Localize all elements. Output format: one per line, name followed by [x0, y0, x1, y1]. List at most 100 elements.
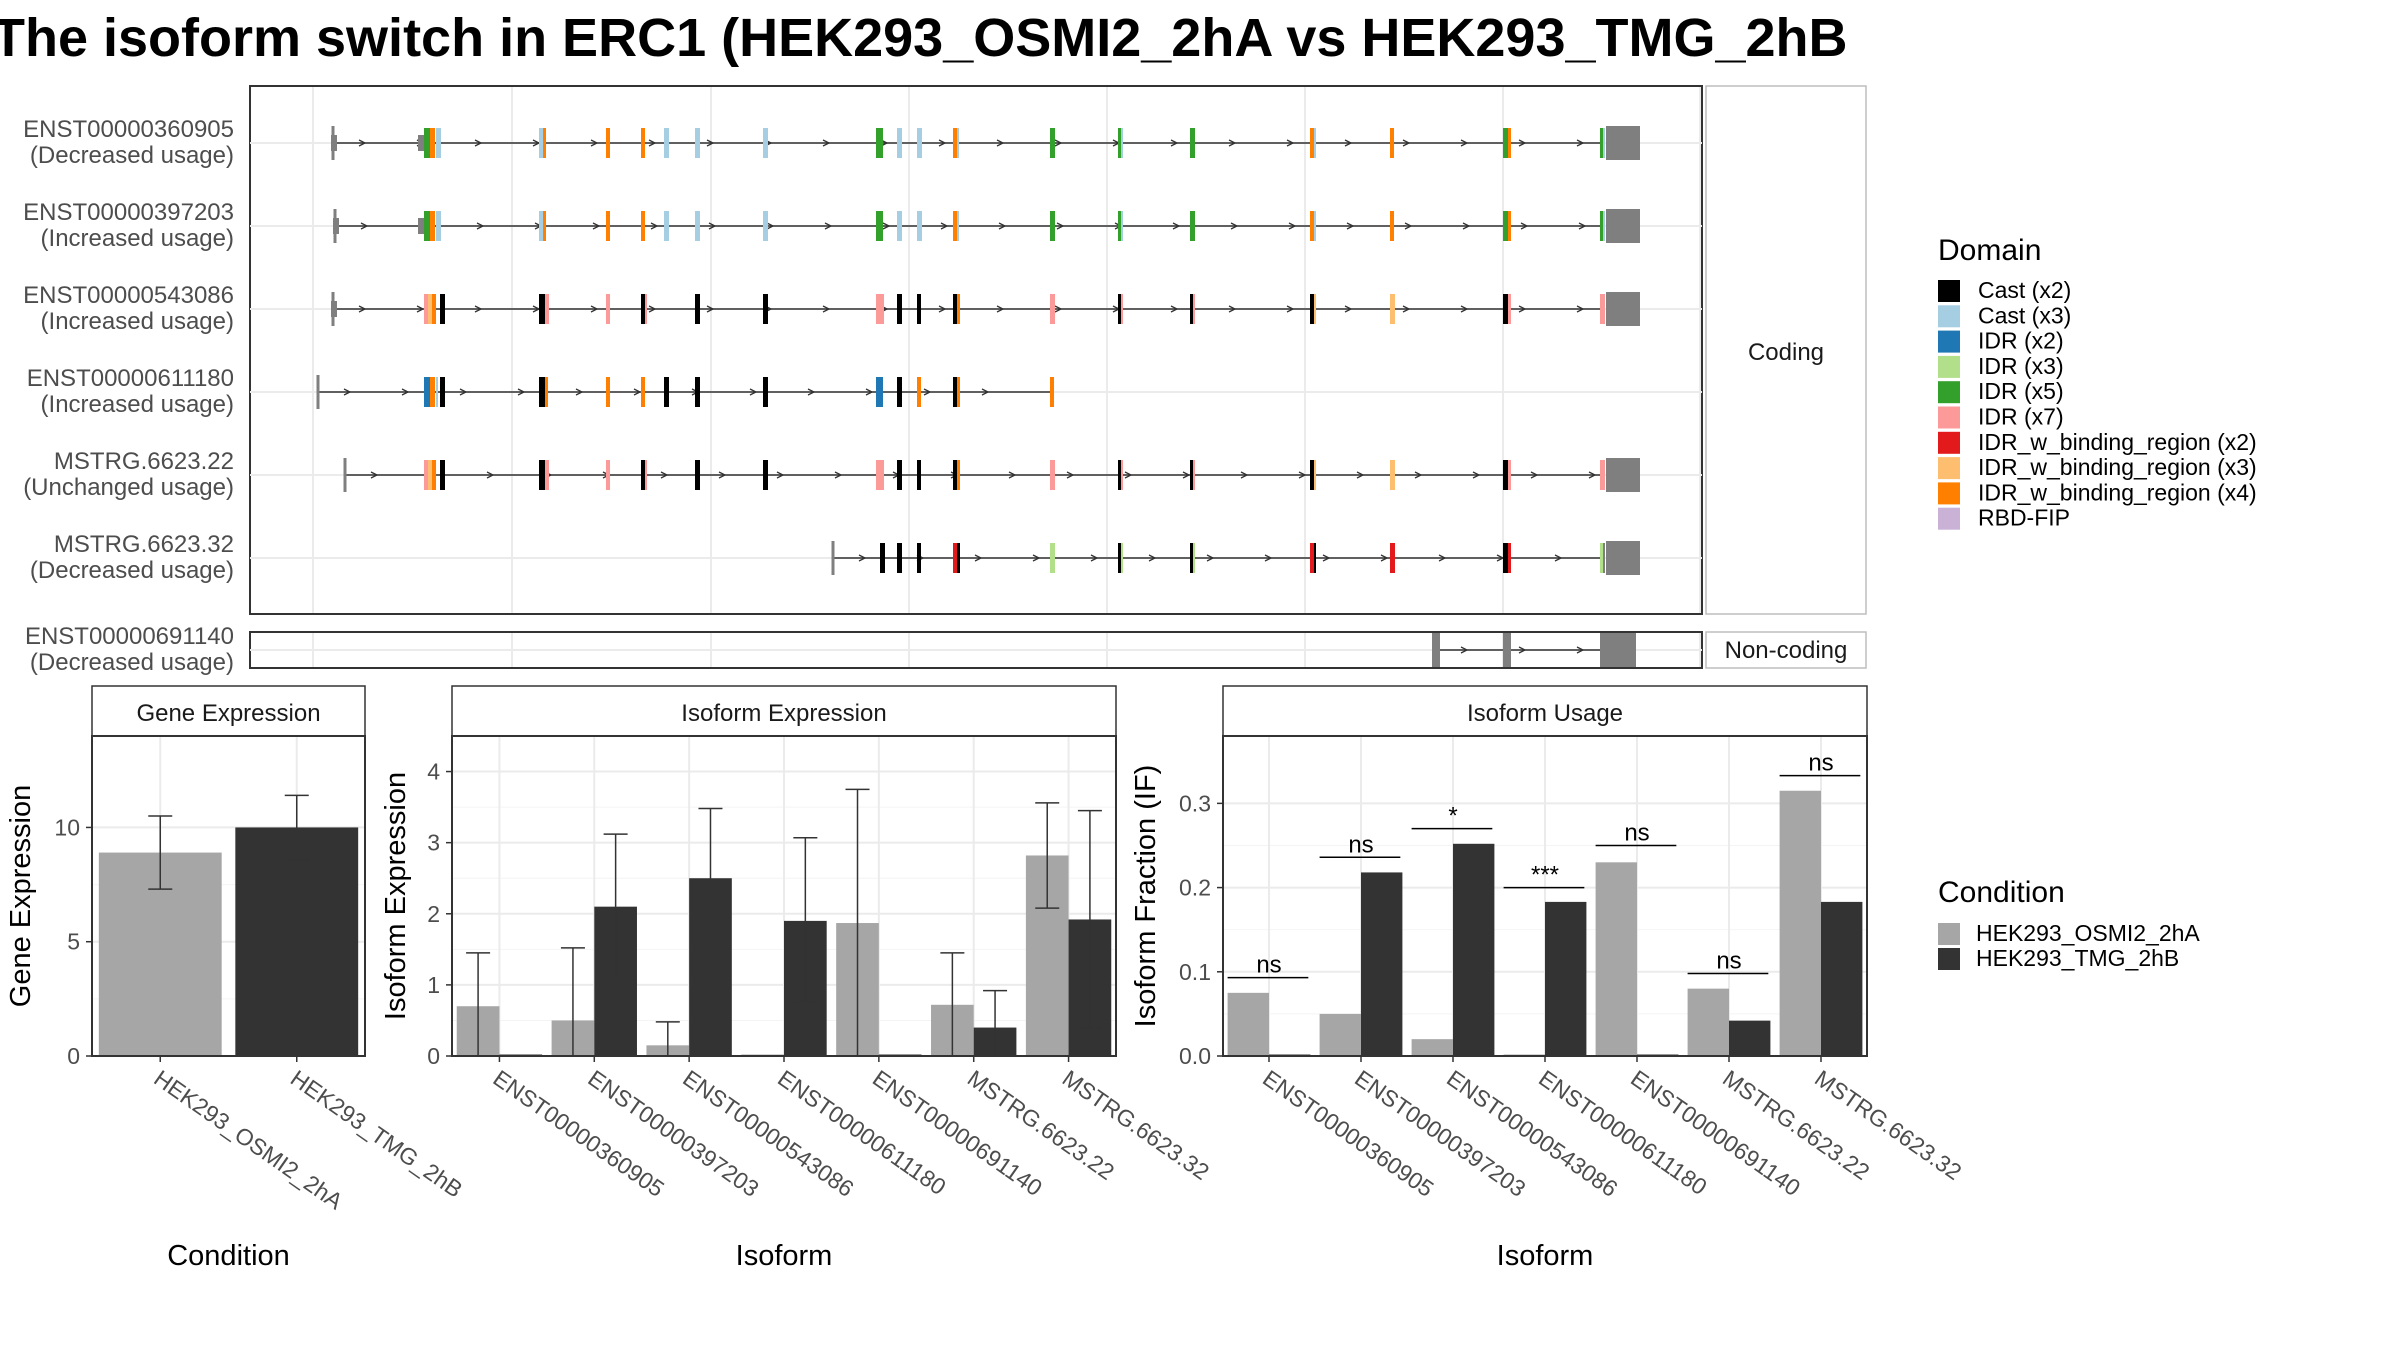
panel-strip-label: Gene Expression	[136, 700, 320, 727]
exon-domain	[1390, 294, 1395, 324]
intron-arrow	[1240, 471, 1249, 479]
exon-domain	[1310, 128, 1314, 158]
domain-legend-title: Domain	[1938, 234, 2041, 267]
intron-arrow	[776, 471, 785, 479]
terminal-exon	[1606, 126, 1640, 160]
exon-domain	[606, 294, 610, 324]
x-tick-label: ENST00000543086	[678, 1065, 858, 1202]
exon-domain	[430, 211, 435, 241]
facet-label-non-coding: Non-coding	[1725, 637, 1848, 664]
exon-domain	[606, 211, 610, 241]
exon-domain	[1503, 211, 1508, 241]
x-tick-label: ENST00000611180	[1534, 1065, 1712, 1200]
condition-legend-title: Condition	[1938, 876, 2065, 909]
exon-domain	[1050, 128, 1055, 158]
intron-arrow	[1472, 471, 1481, 479]
intron-arrow	[648, 305, 657, 313]
facet-frame	[249, 85, 1703, 615]
intron-arrow	[648, 139, 657, 147]
exon-domain	[763, 460, 768, 490]
intron-arrow	[1286, 305, 1295, 313]
legend-label: Cast (x3)	[1978, 302, 2071, 328]
chart-title: The isoform switch in ERC1 (HEK293_OSMI2…	[0, 8, 1848, 68]
intron-arrow	[370, 471, 379, 479]
exon-domain	[1118, 294, 1122, 324]
exon-domain	[1121, 128, 1123, 158]
intron-arrow	[1322, 554, 1331, 562]
exon-domain	[436, 128, 441, 158]
intron-arrow	[807, 388, 816, 396]
exon-domain	[1390, 211, 1394, 241]
x-tick-label: ENST00000360905	[489, 1065, 669, 1202]
bar	[1227, 992, 1269, 1056]
exon-domain	[1603, 211, 1605, 241]
intron-arrow	[1588, 471, 1597, 479]
exon-domain	[1603, 543, 1605, 573]
exon-domain	[641, 460, 645, 490]
intron-arrow	[401, 388, 410, 396]
intron-arrow	[592, 222, 601, 230]
legend-label: Cast (x2)	[1978, 277, 2071, 303]
exon-domain	[1121, 211, 1123, 241]
intron-arrow	[343, 388, 352, 396]
y-tick-label: 3	[427, 830, 440, 856]
exon-domain	[897, 211, 902, 241]
intron-arrow	[1008, 471, 1017, 479]
exon-domain	[763, 294, 768, 324]
exon-domain	[880, 543, 885, 573]
exon-domain	[1118, 460, 1122, 490]
exon-domain	[1508, 211, 1511, 241]
exon-domain	[664, 128, 669, 158]
facet-strip	[1705, 631, 1867, 669]
exon-domain	[440, 460, 445, 490]
exon-domain	[1603, 128, 1605, 158]
exon-domain	[953, 377, 957, 407]
exon-domain	[1314, 128, 1316, 158]
legend-swatch	[1938, 280, 1960, 302]
transcript-id-label: ENST00000397203	[23, 199, 234, 226]
exon-domain	[1121, 460, 1123, 490]
intron-arrow	[1578, 222, 1587, 230]
legend-label: IDR_w_binding_region (x4)	[1978, 479, 2257, 505]
legend-label: IDR (x2)	[1978, 328, 2064, 354]
intron-arrow	[1520, 222, 1529, 230]
intron-arrow	[1056, 222, 1065, 230]
exon-domain	[953, 211, 958, 241]
intron-arrow	[1462, 222, 1471, 230]
exon-domain	[917, 294, 921, 324]
legend-swatch	[1938, 355, 1960, 378]
exon-domain	[645, 294, 647, 324]
panel-strip-label: Isoform Usage	[1467, 700, 1623, 727]
intron-arrow	[358, 305, 367, 313]
intron-arrow	[476, 222, 485, 230]
intron-arrow	[1170, 305, 1179, 313]
intron-arrow	[1460, 646, 1469, 654]
intron-arrow	[1402, 305, 1411, 313]
y-tick-label: 2	[427, 901, 440, 927]
exon-domain	[917, 211, 922, 241]
exon-domain	[424, 294, 428, 324]
exon-domain	[876, 377, 883, 407]
legend-label: HEK293_TMG_2hB	[1976, 945, 2179, 971]
significance-label: ns	[1624, 819, 1649, 846]
x-tick-label: ENST00000397203	[1350, 1065, 1530, 1202]
intron-arrow	[1380, 554, 1389, 562]
intron-arrow	[474, 139, 483, 147]
y-tick-label: 5	[67, 929, 80, 955]
exon-domain	[1314, 294, 1316, 324]
exon-domain	[695, 460, 700, 490]
exon-domain	[1118, 128, 1122, 158]
facet-strip	[1705, 85, 1867, 615]
exon-domain	[1190, 128, 1195, 158]
transcript-usage-label: (Increased usage)	[41, 391, 234, 418]
intron-arrow	[575, 388, 584, 396]
exon-domain	[1503, 294, 1508, 324]
intron-arrow	[416, 305, 425, 313]
intron-arrow	[1576, 139, 1585, 147]
isoform-usage-panel: Isoform Usage 0.0 0.1 0.2 0.3 ENST00000360905…	[1130, 685, 1966, 1272]
exon-domain	[545, 460, 549, 490]
exon-domain	[897, 294, 902, 324]
significance-label: *	[1448, 803, 1457, 830]
y-tick-label: 0.3	[1179, 790, 1211, 816]
